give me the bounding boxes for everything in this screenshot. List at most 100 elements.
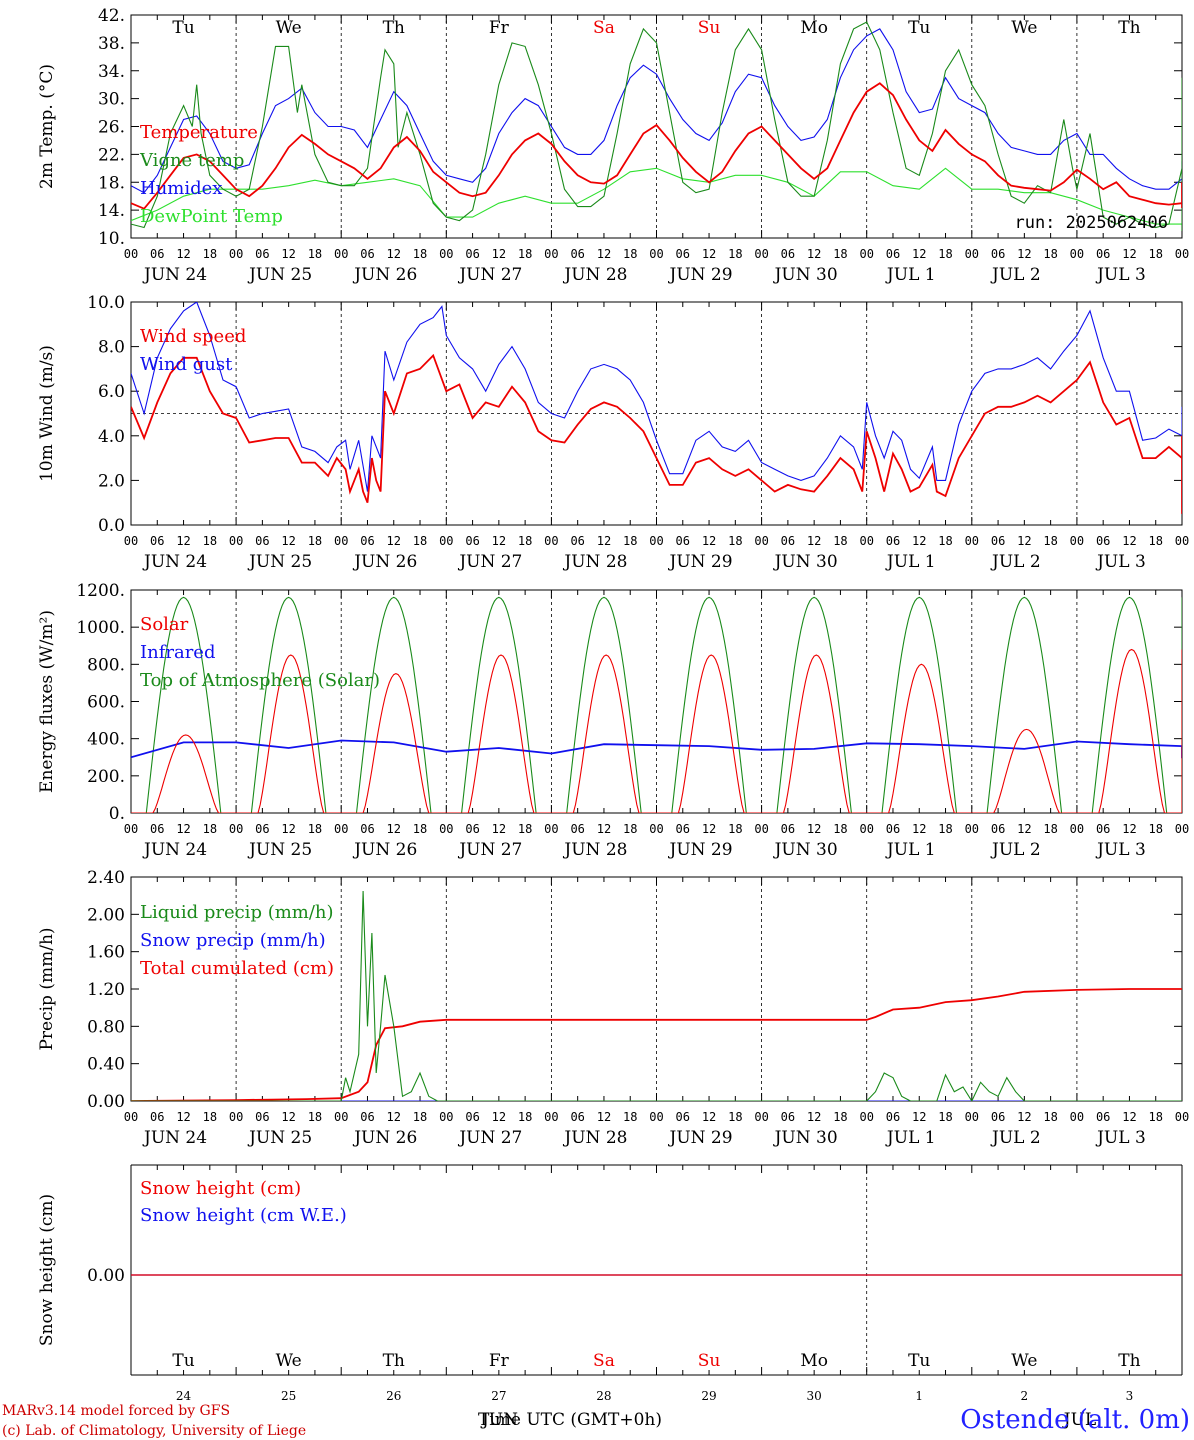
hour-tick-label: 18	[1043, 534, 1057, 548]
hour-tick-label: 18	[203, 1110, 217, 1124]
hour-tick-label: 06	[570, 247, 584, 261]
hour-tick-label: 06	[360, 534, 374, 548]
hour-tick-label: 12	[387, 822, 401, 836]
hour-tick-label: 06	[150, 534, 164, 548]
day-of-week-label: We	[276, 18, 302, 38]
y-tick-label: 0.	[109, 804, 125, 824]
hour-tick-label: 12	[281, 822, 295, 836]
y-tick-label: 22.	[98, 145, 125, 165]
date-label: JUN 25	[247, 265, 312, 285]
legend-entry: Vigne temp	[139, 150, 244, 171]
hour-tick-label: 06	[781, 247, 795, 261]
hour-tick-label: 12	[912, 822, 926, 836]
hour-tick-label: 18	[203, 822, 217, 836]
legend-entry: Snow height (cm W.E.)	[140, 1205, 347, 1226]
date-label: JUN 29	[668, 840, 733, 860]
hour-tick-label: 18	[413, 247, 427, 261]
hour-tick-label: 18	[518, 247, 532, 261]
legend-entry: Liquid precip (mm/h)	[140, 902, 334, 923]
hour-tick-label: 00	[124, 822, 138, 836]
hour-tick-label: 06	[465, 822, 479, 836]
hour-tick-label: 00	[1175, 534, 1189, 548]
hour-tick-label: 18	[833, 822, 847, 836]
day-number-label: 29	[701, 1389, 716, 1403]
date-label: JUN 24	[142, 552, 207, 572]
day-number-label: 3	[1126, 1389, 1134, 1403]
hour-tick-label: 06	[150, 247, 164, 261]
hour-tick-label: 12	[281, 1110, 295, 1124]
y-tick-label: 30.	[98, 90, 125, 110]
y-tick-label: 1.60	[87, 943, 125, 963]
day-number-label: 30	[807, 1389, 822, 1403]
day-of-week-label: Fr	[489, 1351, 510, 1371]
hour-tick-label: 18	[623, 822, 637, 836]
day-of-week-label: We	[1011, 1351, 1037, 1371]
hour-tick-label: 18	[518, 1110, 532, 1124]
hour-tick-label: 06	[1096, 822, 1110, 836]
hour-tick-label: 06	[1096, 1110, 1110, 1124]
day-of-week-label: Tu	[172, 1351, 194, 1371]
hour-tick-label: 18	[938, 822, 952, 836]
footer-model-line: MARv3.14 model forced by GFS	[2, 1403, 230, 1419]
series-wind-speed	[131, 353, 1182, 514]
hour-tick-label: 12	[387, 247, 401, 261]
y-tick-label: 1000.	[76, 618, 125, 638]
hour-tick-label: 18	[308, 247, 322, 261]
y-tick-label: 8.0	[98, 338, 125, 358]
hour-tick-label: 12	[1122, 1110, 1136, 1124]
panel-energy: 00 06 12 18 00 06 12 18 00 06 12 18 00 06 12 18 00 06 12 18…	[37, 581, 1189, 860]
day-of-week-label: Th	[383, 18, 405, 38]
legend-entry: Top of Atmosphere (Solar)	[140, 670, 380, 691]
hour-tick-label: 00	[965, 822, 979, 836]
y-tick-label: 42.	[98, 6, 125, 26]
hour-tick-label: 18	[1148, 1110, 1162, 1124]
hour-tick-label: 12	[597, 247, 611, 261]
hour-tick-label: 06	[465, 1110, 479, 1124]
hour-tick-label: 12	[1122, 534, 1136, 548]
hour-tick-label: 18	[728, 247, 742, 261]
hour-tick-label: 12	[492, 534, 506, 548]
date-label: JUL 1	[885, 840, 936, 860]
hour-tick-label: 18	[728, 1110, 742, 1124]
hour-tick-label: 12	[702, 534, 716, 548]
y-tick-label: 1200.	[76, 581, 125, 601]
date-label: JUN 27	[457, 840, 522, 860]
legend-entry: Solar	[140, 614, 189, 635]
hour-tick-label: 06	[781, 534, 795, 548]
date-label: JUN 30	[773, 552, 838, 572]
hour-tick-label: 00	[965, 247, 979, 261]
hour-tick-label: 00	[439, 1110, 453, 1124]
y-axis-title: Energy fluxes (W/m²)	[37, 610, 57, 793]
hour-tick-label: 12	[281, 534, 295, 548]
day-of-week-label: Su	[698, 18, 721, 38]
y-tick-label: 14.	[98, 201, 125, 221]
hour-tick-label: 12	[1017, 534, 1031, 548]
hour-tick-label: 06	[676, 534, 690, 548]
y-axis-title: 2m Temp. (°C)	[37, 64, 57, 189]
legend-entry: Infrared	[140, 642, 215, 663]
hour-tick-label: 18	[938, 247, 952, 261]
hour-tick-label: 12	[176, 822, 190, 836]
hour-tick-label: 06	[886, 247, 900, 261]
date-label: JUN 26	[352, 552, 417, 572]
legend-entry: Snow precip (mm/h)	[140, 930, 326, 951]
hour-tick-label: 12	[492, 822, 506, 836]
date-label: JUN 24	[142, 840, 207, 860]
date-label: JUN 24	[142, 1128, 207, 1148]
day-number-label: 26	[386, 1389, 401, 1403]
date-label: JUN 27	[457, 552, 522, 572]
day-of-week-label: Tu	[908, 1351, 930, 1371]
series-vigne-temp	[131, 21, 1182, 231]
hour-tick-label: 12	[597, 1110, 611, 1124]
hour-tick-label: 12	[1017, 247, 1031, 261]
hour-tick-label: 00	[859, 822, 873, 836]
date-label: JUN 29	[668, 552, 733, 572]
hour-tick-label: 12	[387, 1110, 401, 1124]
date-label: JUL 1	[885, 1128, 936, 1148]
hour-tick-label: 00	[124, 1110, 138, 1124]
date-label: JUL 3	[1095, 552, 1146, 572]
date-label: JUL 2	[990, 1128, 1041, 1148]
hour-tick-label: 18	[728, 534, 742, 548]
y-tick-label: 34.	[98, 62, 125, 82]
